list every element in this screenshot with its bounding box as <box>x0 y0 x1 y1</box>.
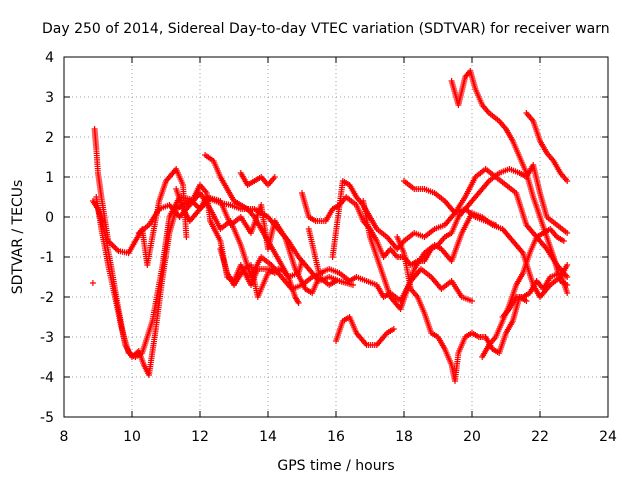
data-point <box>111 243 118 250</box>
data-markers <box>89 68 571 384</box>
y-tick-label: 4 <box>45 50 54 66</box>
x-tick-label: 22 <box>531 429 549 445</box>
x-tick-label: 18 <box>395 429 413 445</box>
data-point <box>333 278 339 284</box>
axis-ticks <box>63 56 609 418</box>
series-trace-q <box>523 110 571 184</box>
x-tick-label: 16 <box>327 429 345 445</box>
x-axis-label: GPS time / hours <box>277 458 394 474</box>
y-tick-label: 3 <box>45 90 54 106</box>
data-point <box>560 238 567 244</box>
chart-title: Day 250 of 2014, Sidereal Day-to-day VTE… <box>42 21 610 37</box>
y-tick-label: -5 <box>40 410 54 426</box>
y-tick-label: 2 <box>45 130 54 146</box>
x-tick-label: 12 <box>191 429 209 445</box>
data-point <box>564 262 571 268</box>
series-trace-l <box>333 314 397 348</box>
y-tick-label: -2 <box>40 290 54 306</box>
data-point <box>564 290 571 296</box>
x-tick-label: 8 <box>60 429 69 445</box>
y-tick-label: 0 <box>45 210 54 226</box>
series-trace-g <box>217 246 282 300</box>
series-trace-h <box>237 170 278 188</box>
series-trace-p <box>448 68 571 288</box>
y-tick-label: -1 <box>40 250 54 266</box>
series-trace-n <box>394 234 530 384</box>
y-tick-label: -3 <box>40 330 54 346</box>
y-tick-labels: 4 3 2 1 0 -1 -2 -3 -4 -5 <box>40 50 54 426</box>
series-trace-o <box>401 178 499 228</box>
data-point <box>469 298 475 304</box>
data-point <box>183 234 190 240</box>
y-axis-label: SDTVAR / TECUs <box>10 180 26 295</box>
x-tick-label: 20 <box>463 429 481 445</box>
x-tick-label: 24 <box>599 429 617 445</box>
x-tick-label: 10 <box>123 429 141 445</box>
data-point <box>564 230 571 236</box>
series-isolated <box>89 280 96 286</box>
x-tick-label: 14 <box>259 429 277 445</box>
y-tick-label: -4 <box>40 370 54 386</box>
x-tick-labels: 8 10 12 14 16 18 20 22 24 <box>60 429 617 445</box>
y-tick-label: 1 <box>45 170 54 186</box>
series-trace-f <box>202 152 302 306</box>
data-point <box>350 282 356 288</box>
data-point <box>564 178 571 184</box>
series-trace-a <box>91 126 190 268</box>
data-point <box>271 174 278 180</box>
data-point <box>275 266 282 272</box>
data-point <box>112 245 119 252</box>
data-point <box>492 222 499 228</box>
data-point <box>390 326 397 332</box>
data-point <box>523 298 530 304</box>
data-point <box>295 300 302 306</box>
data-point <box>564 274 571 280</box>
data-point <box>89 280 96 286</box>
series-trace-j <box>305 226 475 304</box>
series-trace-s <box>479 226 567 360</box>
